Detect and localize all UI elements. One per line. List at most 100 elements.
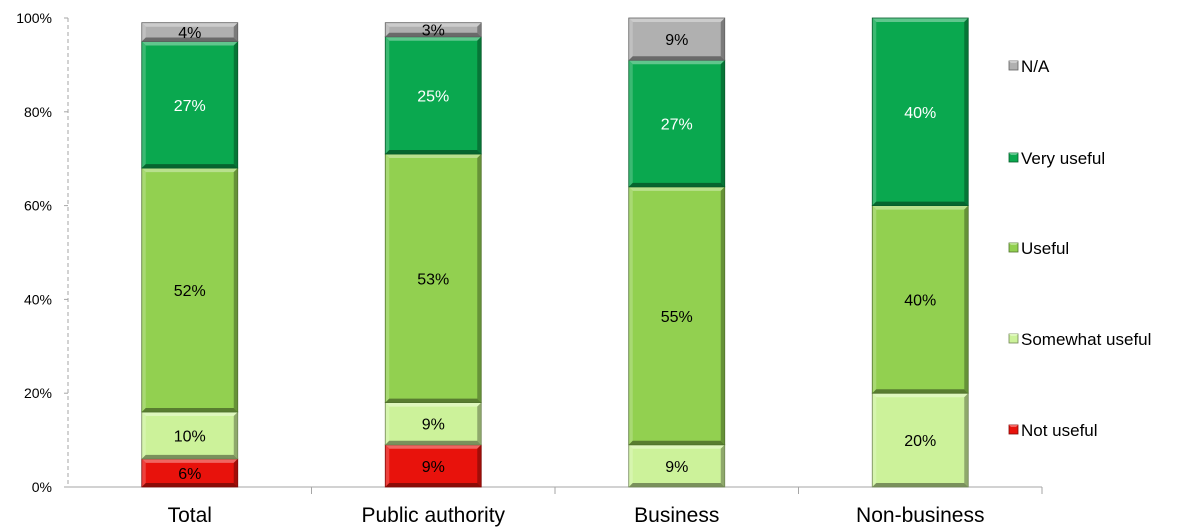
bar-segment-outline	[628, 17, 726, 61]
bar-bevel-bottom	[628, 182, 725, 187]
bar-bevel-left	[628, 186, 633, 445]
bar-bevel-bottom	[872, 389, 969, 394]
bar-segment-face	[872, 393, 969, 487]
bar-segment-face	[141, 458, 238, 487]
bar-bevel-left	[385, 154, 390, 403]
bar-bevel-bottom	[141, 164, 238, 169]
bar-bevel-left	[141, 458, 146, 487]
bar-bevel-bottom	[628, 440, 725, 445]
bar-bevel-bottom	[872, 201, 969, 206]
data-label: 9%	[422, 459, 445, 476]
data-label: 20%	[904, 433, 936, 450]
bar-bevel-top	[141, 411, 238, 416]
bar-segment-n-a	[628, 17, 726, 61]
bar-bevel-right	[964, 18, 969, 206]
bar-segment-face	[628, 18, 725, 61]
bar-bevel-top	[141, 22, 238, 27]
legend-swatch-bevel	[1009, 243, 1018, 245]
bar-bevel-right	[964, 205, 969, 394]
bar-segment-outline	[384, 22, 482, 38]
bar-segment-face	[872, 205, 969, 394]
bar-bevel-right	[477, 36, 482, 155]
bar-bevel-bottom	[385, 440, 482, 445]
data-label: 9%	[665, 459, 688, 476]
bar-bevel-right	[233, 41, 238, 169]
bar-segment-face	[385, 36, 482, 155]
bar-bevel-bottom	[141, 407, 238, 412]
bar-bevel-right	[477, 154, 482, 403]
bar-bevel-left	[141, 411, 146, 459]
bar-segment-useful	[384, 153, 482, 403]
bar-bevel-top	[385, 402, 482, 407]
bar-segment-face	[872, 18, 969, 206]
data-label: 40%	[904, 292, 936, 309]
bar-bevel-bottom	[385, 32, 482, 37]
bar-bevel-top	[385, 154, 482, 159]
bar-segment-somewhat-useful	[871, 392, 969, 488]
bar-bevel-top	[141, 458, 238, 463]
x-tick-label: Non-business	[856, 504, 984, 527]
bar-bevel-top	[628, 444, 725, 449]
bar-bevel-right	[233, 22, 238, 42]
bar-bevel-left	[872, 393, 877, 487]
y-tick-label: 60%	[24, 198, 52, 214]
bar-segment-face	[141, 411, 238, 459]
chart-bars	[141, 17, 969, 488]
bar-bevel-right	[720, 60, 725, 187]
bar-segment-very-useful	[871, 17, 969, 207]
bar-bevel-right	[233, 411, 238, 459]
data-label: 52%	[174, 283, 206, 300]
bar-segment-outline	[141, 22, 239, 42]
data-label: 55%	[661, 309, 693, 326]
bar-bevel-left	[385, 444, 390, 487]
data-label: 10%	[174, 428, 206, 445]
bar-bevel-bottom	[628, 56, 725, 61]
x-tick-label: Business	[634, 504, 719, 527]
bar-bevel-left	[141, 41, 146, 169]
bar-segment-very-useful	[141, 41, 239, 169]
bar-segment-useful	[871, 205, 969, 394]
chart-data-labels: 6% 10% 52% 27% 4% 9% 9% 53% 25% 3% 9% 55% 27% 9% 20% 40…	[174, 23, 937, 483]
bar-bevel-top	[385, 36, 482, 41]
bar-bevel-right	[233, 168, 238, 412]
bar-segment-face	[385, 444, 482, 487]
bar-segment-outline	[871, 17, 969, 207]
bar-segment-not-useful	[384, 444, 482, 488]
bar-bevel-top	[872, 393, 969, 398]
legend-item-very-useful: Very useful	[1008, 149, 1105, 168]
bar-segment-somewhat-useful	[628, 444, 726, 488]
bar-bevel-right	[477, 22, 482, 37]
bar-bevel-top	[628, 18, 725, 22]
legend-item-somewhat-useful: Somewhat useful	[1008, 330, 1151, 349]
chart-axes: 0% 20% 40% 60% 80% 100% Total Public authority B…	[16, 10, 1043, 527]
bar-bevel-top	[628, 60, 725, 65]
legend-swatch-bevel	[1009, 61, 1018, 63]
bar-bevel-left	[141, 22, 146, 42]
legend-label: Useful	[1021, 239, 1069, 258]
bar-bevel-bottom	[141, 483, 238, 487]
y-tick-label: 80%	[24, 104, 52, 120]
bar-bevel-top	[872, 205, 969, 210]
bar-segment-somewhat-useful	[384, 402, 482, 446]
data-label: 6%	[178, 466, 201, 483]
bar-bevel-left	[385, 22, 390, 37]
data-label: 40%	[904, 105, 936, 122]
bar-segment-face	[141, 168, 238, 412]
bar-segment-face	[141, 41, 238, 169]
bar-bevel-right	[720, 18, 725, 61]
legend-label: Very useful	[1021, 149, 1105, 168]
data-label: 25%	[417, 88, 449, 105]
legend-item-not-useful: Not useful	[1008, 421, 1098, 440]
x-tick-label: Public authority	[361, 504, 505, 527]
bar-segment-somewhat-useful	[141, 411, 239, 460]
bar-bevel-bottom	[628, 483, 725, 487]
bar-bevel-bottom	[385, 150, 482, 155]
bar-bevel-left	[628, 60, 633, 187]
bar-bevel-right	[964, 393, 969, 487]
legend-swatch-bevel	[1009, 334, 1018, 336]
bar-bevel-left	[385, 36, 390, 155]
bar-bevel-bottom	[141, 37, 238, 42]
bar-bevel-left	[141, 168, 146, 412]
legend-swatch-bevel	[1009, 425, 1018, 427]
